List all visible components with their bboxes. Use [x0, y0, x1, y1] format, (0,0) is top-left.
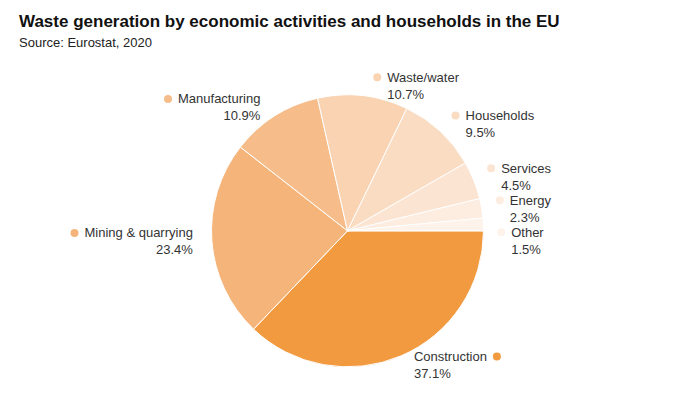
- svg-text:10.7%: 10.7%: [387, 87, 424, 102]
- svg-text:23.4%: 23.4%: [156, 242, 193, 257]
- svg-text:Services: Services: [501, 161, 551, 176]
- svg-text:9.5%: 9.5%: [466, 125, 496, 140]
- svg-text:Energy: Energy: [510, 193, 552, 208]
- svg-text:Waste/water: Waste/water: [387, 70, 459, 85]
- svg-text:Construction: Construction: [414, 349, 487, 364]
- svg-text:1.5%: 1.5%: [511, 242, 541, 257]
- svg-text:Waste generation by economic a: Waste generation by economic activities …: [19, 12, 560, 31]
- svg-text:Other: Other: [511, 225, 544, 240]
- svg-text:37.1%: 37.1%: [414, 366, 451, 381]
- svg-text:10.9%: 10.9%: [224, 108, 261, 123]
- svg-text:2.3%: 2.3%: [510, 210, 540, 225]
- svg-text:Mining & quarrying: Mining & quarrying: [84, 225, 192, 240]
- svg-text:Manufacturing: Manufacturing: [178, 91, 260, 106]
- svg-text:Households: Households: [466, 108, 535, 123]
- svg-text:4.5%: 4.5%: [501, 178, 531, 193]
- svg-text:Source: Eurostat, 2020: Source: Eurostat, 2020: [19, 35, 152, 50]
